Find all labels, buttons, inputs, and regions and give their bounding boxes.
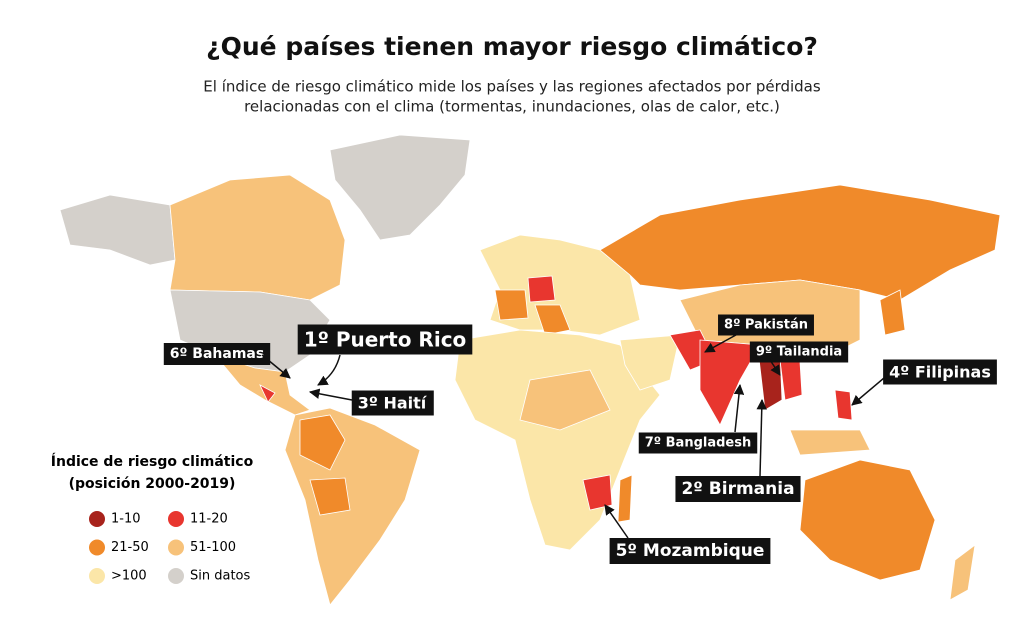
legend-title: Índice de riesgo climático (51, 453, 254, 470)
callout-label: 9º Tailandia (756, 345, 842, 360)
callout-box (749, 341, 849, 363)
callout-label: 4º Filipinas (889, 363, 991, 382)
callout-box (163, 343, 271, 365)
world-map (59, 134, 1001, 606)
callout-box (718, 314, 814, 336)
subtitle: El índice de riesgo climático mide los p… (203, 78, 821, 96)
legend-label: Sin datos (190, 569, 251, 584)
title: ¿Qué países tienen mayor riesgo climátic… (206, 32, 818, 61)
legend-subtitle: (posición 2000-2019) (69, 476, 236, 492)
subtitle: relacionadas con el clima (tormentas, in… (244, 98, 780, 116)
callout-box (351, 390, 434, 416)
callout-box (675, 476, 801, 502)
callout-box (609, 538, 771, 564)
legend-label: 1-10 (111, 512, 141, 527)
legend-swatch (89, 511, 105, 527)
callout-box (883, 359, 997, 385)
legend: Índice de riesgo climático (posición 200… (51, 453, 254, 584)
callout-label: 3º Haití (358, 394, 428, 413)
callout-box (638, 432, 758, 454)
callout-label: 6º Bahamas (170, 346, 264, 362)
callout-label: 8º Pakistán (724, 318, 808, 333)
legend-label: >100 (111, 569, 147, 584)
legend-swatch (89, 539, 105, 556)
legend-swatch (168, 568, 184, 584)
callout-label: 7º Bangladesh (645, 436, 752, 451)
callout-label: 1º Puerto Rico (304, 328, 467, 352)
legend-label: 21-50 (111, 540, 149, 555)
callout-box (297, 324, 473, 355)
legend-label: 11-20 (190, 512, 228, 527)
legend-swatch (168, 511, 184, 527)
callout-label: 5º Mozambique (616, 541, 765, 561)
arrows (261, 329, 885, 539)
legend-label: 51-100 (190, 540, 236, 555)
legend-swatch (168, 539, 184, 556)
callout-label: 2º Birmania (681, 479, 794, 499)
legend-swatch (89, 568, 105, 584)
callouts: 1º Puerto Rico 6º Bahamas 3º Haití 8º Pakis… (163, 314, 997, 564)
